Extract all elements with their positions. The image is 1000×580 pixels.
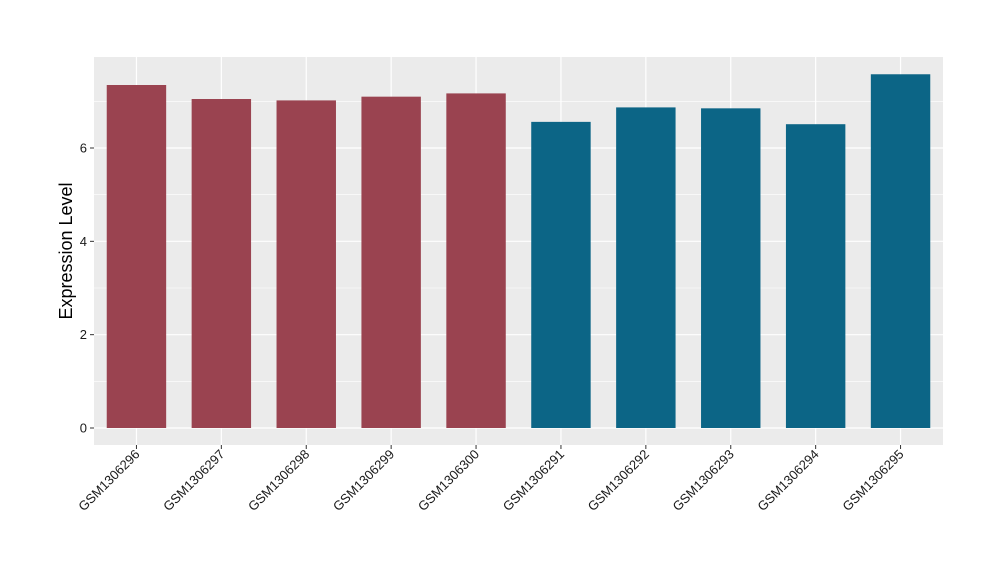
bar-GSM1306293 xyxy=(701,108,761,428)
x-tick-label: GSM1306292 xyxy=(585,447,652,514)
x-tick-label: GSM1306294 xyxy=(754,447,821,514)
bar-GSM1306295 xyxy=(870,74,931,429)
y-tick-label: 6 xyxy=(80,141,87,156)
bar-GSM1306291 xyxy=(531,121,591,428)
y-tick-label: 4 xyxy=(80,234,87,249)
y-tick-label: 0 xyxy=(80,421,87,436)
bar-GSM1306297 xyxy=(191,99,252,428)
x-axis: GSM1306296 GSM1306297 GSM1306298 GSM1306299… xyxy=(75,445,907,514)
bar-GSM1306294 xyxy=(785,124,846,428)
x-tick-label: GSM1306295 xyxy=(839,447,906,514)
bar-GSM1306299 xyxy=(361,96,421,429)
bars xyxy=(106,74,931,429)
x-tick-label: GSM1306297 xyxy=(160,447,227,514)
bar-GSM1306296 xyxy=(106,85,167,428)
y-axis: 0 2 4 6 xyxy=(80,141,94,436)
x-tick-label: GSM1306299 xyxy=(330,447,397,514)
x-tick-label: GSM1306298 xyxy=(245,447,312,514)
x-tick-label: GSM1306300 xyxy=(415,447,482,514)
x-tick-label: GSM1306293 xyxy=(670,447,737,514)
x-tick-label: GSM1306296 xyxy=(75,447,142,514)
bar-GSM1306300 xyxy=(446,93,506,429)
bar-GSM1306292 xyxy=(616,107,676,429)
y-axis-title: Expression Level xyxy=(56,182,76,319)
x-tick-label: GSM1306291 xyxy=(500,447,567,514)
bar-GSM1306298 xyxy=(276,100,336,429)
y-tick-label: 2 xyxy=(80,327,87,342)
